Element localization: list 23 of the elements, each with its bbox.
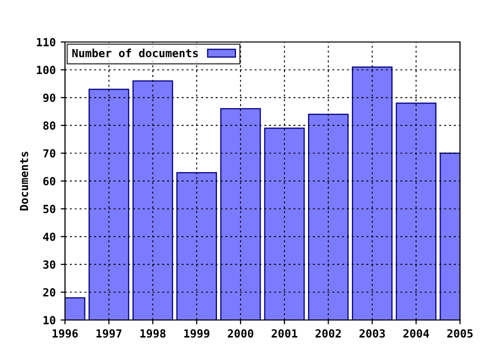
x-tick-label: 2005: [447, 329, 473, 338]
legend-label: Number of documents: [72, 48, 198, 58]
y-tick-label: 30: [43, 260, 56, 269]
x-tick-label: 2003: [359, 329, 385, 338]
y-tick-label: 50: [43, 204, 56, 214]
x-tick-label: 2001: [272, 329, 298, 338]
y-tick-label: 60: [43, 176, 56, 186]
y-tick-label: 70: [43, 149, 56, 158]
y-tick-label: 100: [36, 66, 56, 74]
x-tick-label: 1998: [140, 329, 166, 338]
y-tick-label: 110: [36, 38, 56, 46]
y-tick-label: 80: [43, 121, 56, 130]
y-axis-title: Documents: [20, 152, 28, 210]
x-tick-label: 2000: [228, 329, 254, 338]
x-tick-label: 2004: [403, 329, 429, 338]
y-tick-label: 10: [44, 316, 56, 324]
y-tick-label: 20: [43, 288, 56, 297]
y-tick-label: 90: [43, 94, 56, 102]
x-tick-label: 2002: [316, 329, 341, 338]
x-tick-label: 1996: [52, 329, 78, 338]
y-tick-label: 40: [43, 232, 56, 241]
x-tick-label: 1997: [96, 329, 122, 338]
x-tick-label: 1999: [184, 329, 210, 338]
